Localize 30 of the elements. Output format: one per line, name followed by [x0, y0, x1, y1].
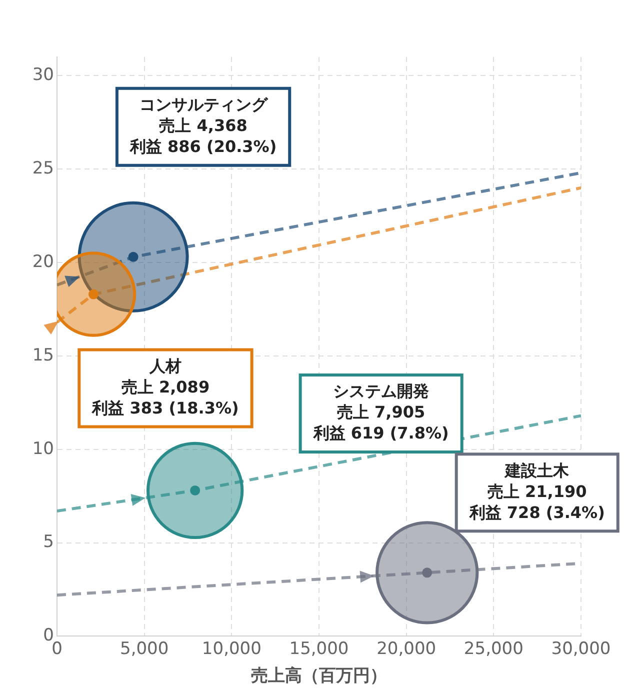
annotation: 売上 4,368: [159, 116, 248, 136]
x-tick-label: 15,000: [289, 638, 349, 659]
x-tick-label: 5,000: [120, 638, 169, 659]
annotation: 建設土木: [503, 460, 570, 480]
annotation: 売上 2,089: [121, 377, 210, 396]
annotation: システム開発: [333, 382, 430, 401]
x-axis-title: 売上高（百万円）: [251, 666, 387, 686]
point: [128, 252, 138, 262]
annotation: 利益 886 (20.3%): [128, 137, 277, 156]
point: [88, 289, 98, 300]
y-tick-label: 25: [32, 158, 54, 179]
annotation: 売上 21,190: [487, 482, 587, 501]
y-tick-label: 0: [43, 626, 54, 646]
x-tick-label: 25,000: [464, 638, 524, 659]
y-tick-label: 20: [32, 252, 54, 272]
x-tick-label: 20,000: [376, 638, 436, 659]
annotation: 人材: [148, 356, 182, 376]
y-tick-label: 10: [32, 438, 54, 459]
annotation: 売上 7,905: [336, 402, 426, 422]
y-tick-label: 30: [32, 65, 54, 86]
x-tick-label: 10,000: [202, 638, 262, 659]
point: [190, 485, 200, 496]
annotation: 利益 728 (3.4%): [468, 502, 605, 522]
point: [422, 568, 432, 578]
y-tick-label: 5: [43, 532, 54, 552]
annotation: コンサルティング: [139, 95, 268, 114]
annotation: 利益 619 (7.8%): [312, 424, 449, 443]
x-tick-label: 30,000: [551, 638, 611, 659]
annotation: 利益 383 (18.3%): [91, 398, 239, 418]
y-tick-label: 15: [32, 345, 54, 366]
